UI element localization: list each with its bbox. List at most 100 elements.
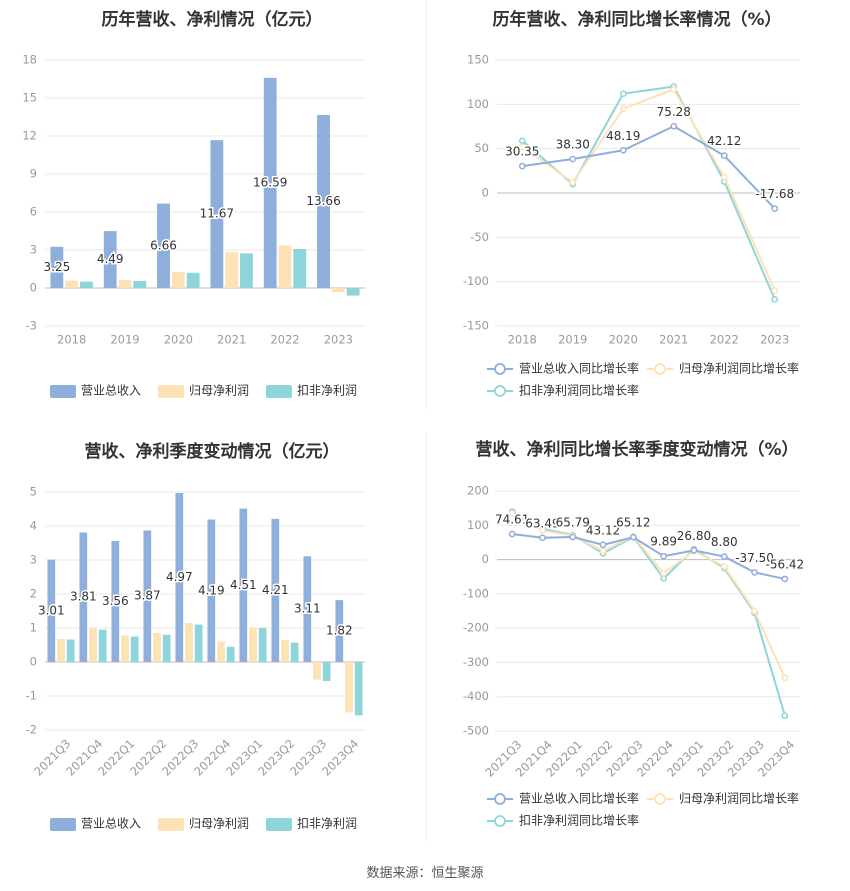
bar-net-profit [217, 641, 225, 662]
y-tick-label: 3 [30, 243, 37, 257]
bar-deducted-profit [194, 624, 203, 662]
series-line-net-profit-growth [511, 512, 786, 679]
bar-data-label: 4.21 [262, 583, 289, 597]
quarterly-growth-chart-panel: 营收、净利同比增长率季度变动情况（%） 200 100 0 -100 -200 -300 -4… [425, 425, 850, 865]
line-data-label: 75.28 [657, 105, 691, 119]
line-data-label: 38.30 [556, 138, 590, 152]
series-point [670, 122, 678, 130]
bar-deducted-profit [66, 639, 75, 662]
series-point [508, 509, 516, 517]
bar-revenue [335, 600, 344, 662]
bar-net-profit [118, 279, 132, 288]
bar-revenue [239, 508, 248, 662]
legend-label: 营业总收入同比增长率 [519, 361, 639, 376]
series-point [619, 90, 627, 98]
legend-label: 归母净利润同比增长率 [679, 791, 799, 806]
y-tick-label: 0 [482, 186, 489, 200]
annual-growth-chart: 历年营收、净利同比增长率情况（%） 150 100 50 0 -50 -100 -150 201… [463, 9, 800, 398]
legend-marker [494, 385, 506, 397]
chart-title: 营收、净利季度变动情况（亿元） [85, 441, 340, 462]
series-point [508, 530, 516, 538]
x-tick-label: 2020 [164, 333, 193, 347]
line-data-label: 65.79 [556, 516, 590, 530]
y-tick-label: -1 [26, 689, 37, 703]
series-point [670, 85, 678, 93]
y-tick-label: 18 [22, 53, 37, 67]
x-tick-label: 2022 [270, 333, 299, 347]
series-point [619, 105, 627, 113]
bar-revenue [207, 519, 216, 662]
series-point [660, 552, 667, 560]
bar-data-label: 3.11 [294, 602, 321, 616]
line-data-label: 9.89 [650, 535, 677, 549]
bar-net-profit [121, 635, 129, 662]
x-tick-label: 2023 [760, 333, 789, 347]
bar-data-label: 4.19 [198, 583, 225, 597]
bar-revenue [210, 140, 224, 288]
bar-revenue [50, 246, 64, 288]
y-tick-label: -3 [26, 319, 37, 333]
y-tick-label: 0 [30, 655, 37, 669]
bar-revenue [79, 532, 88, 662]
series-line-revenue-growth [512, 532, 786, 580]
line-data-label: 48.19 [606, 129, 640, 143]
bar-revenue [271, 518, 280, 662]
bar-revenue [103, 231, 117, 288]
series-point [518, 143, 526, 151]
series-point [630, 533, 637, 541]
bar-net-profit [278, 245, 292, 288]
series-point [771, 205, 779, 213]
bar-revenue [111, 540, 120, 662]
series-point [569, 179, 577, 186]
panel-divider [426, 0, 427, 410]
bar-revenue [175, 493, 184, 662]
bar-net-profit [57, 638, 65, 662]
bar-data-label: 3.56 [102, 594, 129, 608]
series-point [599, 547, 607, 555]
bar-data-label: 3.01 [38, 603, 65, 617]
legend-label: 扣非净利润 [297, 817, 357, 831]
series-point [518, 162, 526, 170]
legend-marker [654, 793, 666, 805]
bar-data-label: 4.49 [97, 252, 124, 266]
bar-deducted-profit [226, 646, 235, 662]
y-tick-label: -150 [463, 319, 489, 333]
legend-label: 营业总收入同比增长率 [519, 791, 639, 806]
x-tick-label: 2018 [508, 333, 537, 347]
series-point [781, 575, 789, 583]
bar-deducted-profit [186, 272, 200, 288]
bar-data-label: 3.81 [70, 590, 97, 604]
y-tick-label: 4 [30, 519, 37, 533]
bar-data-label: 4.51 [230, 578, 257, 592]
series-point [539, 534, 546, 542]
line-data-label: 74.61 [495, 512, 529, 526]
legend-marker [494, 815, 506, 827]
bar-net-profit [313, 662, 321, 680]
line-data-label: 8.80 [711, 535, 738, 549]
bar-revenue [303, 556, 312, 662]
series-point [569, 155, 577, 163]
x-tick-label: 2019 [558, 333, 587, 347]
x-tick-label: 2021 [217, 333, 246, 347]
series-point [518, 137, 526, 145]
y-tick-label: -50 [470, 230, 489, 244]
bar-net-profit [185, 622, 193, 662]
legend-label: 扣非净利润 [297, 384, 357, 398]
y-tick-label: 15 [22, 91, 37, 105]
y-tick-label: 150 [467, 53, 489, 67]
series-point [751, 607, 758, 615]
chart-title: 历年营收、净利情况（亿元） [102, 9, 323, 30]
y-tick-label: 100 [467, 97, 489, 111]
bar-data-label: 3.87 [134, 589, 161, 603]
bar-revenue [317, 114, 330, 289]
series-point [720, 563, 728, 570]
y-tick-label: -400 [463, 689, 489, 703]
bar-revenue [143, 530, 152, 662]
bar-deducted-profit [130, 636, 139, 662]
legend-marker [494, 363, 506, 375]
line-data-label: -37.50 [735, 551, 774, 565]
bar-deducted-profit [258, 628, 267, 662]
bar-net-profit [281, 639, 289, 662]
line-data-label: 63.49 [525, 516, 559, 530]
annual-amount-chart: 历年营收、净利情况（亿元） 18 15 12 9 6 3 0 -3 2018 2019 2020 202… [22, 9, 365, 398]
